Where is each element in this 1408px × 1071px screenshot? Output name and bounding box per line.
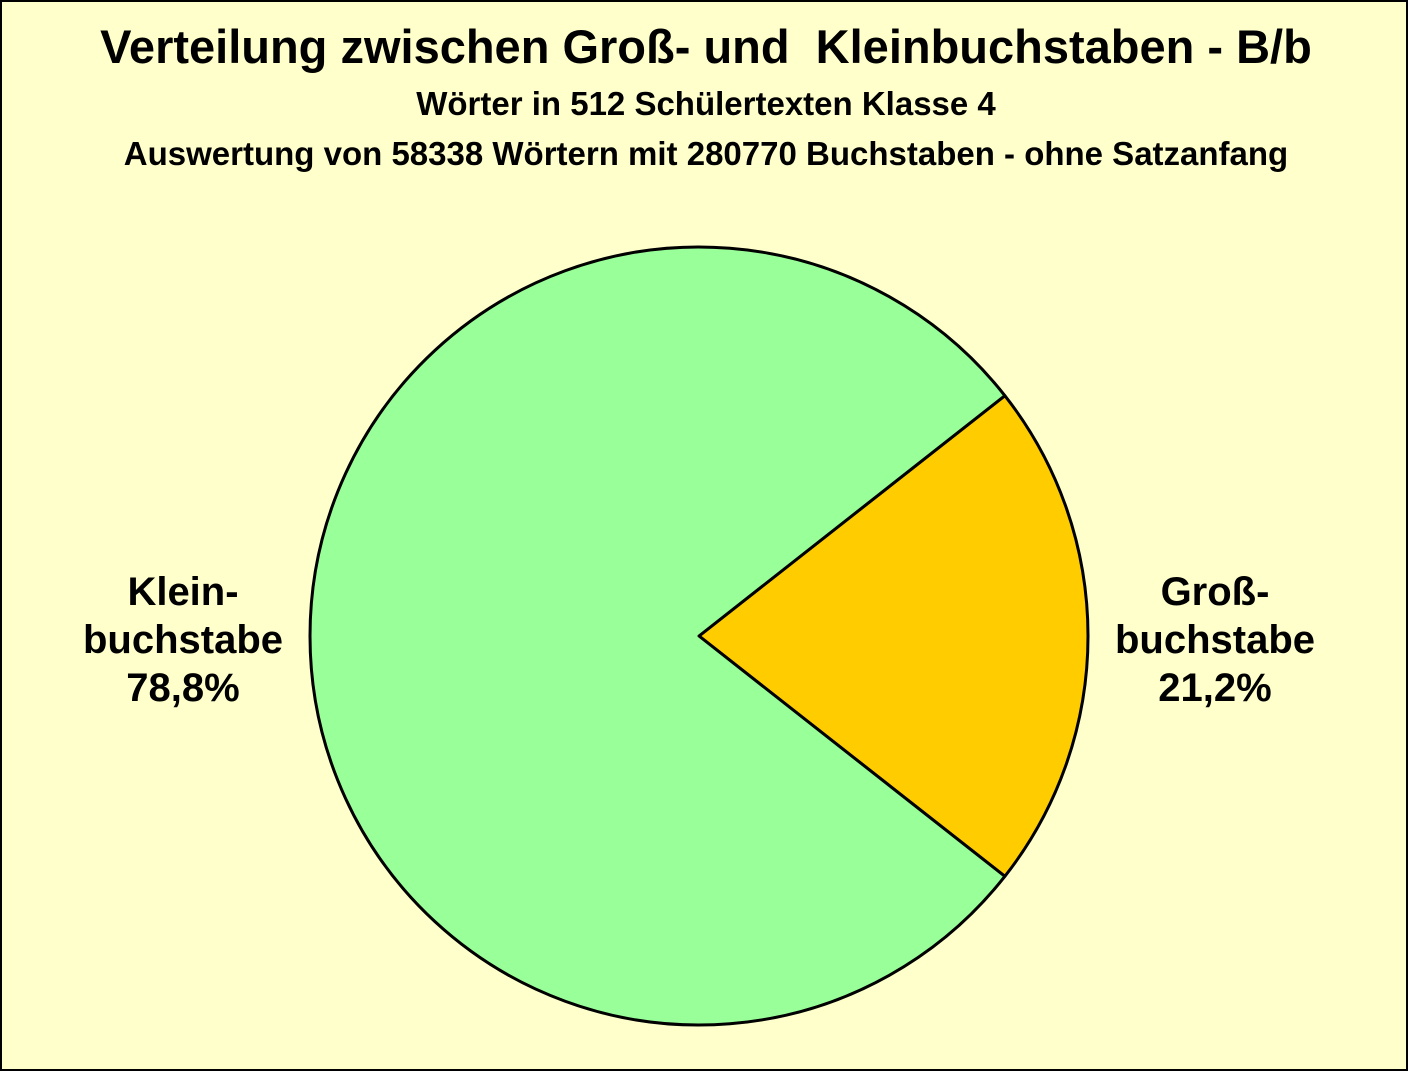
label-kleinbuchstabe-line1: Klein-: [127, 570, 239, 614]
label-kleinbuchstabe-value: 78,8%: [126, 666, 240, 710]
label-kleinbuchstabe: Klein- buchstabe 78,8%: [23, 568, 343, 712]
label-grossbuchstabe-line2: buchstabe: [1114, 618, 1316, 662]
chart-subtitle: Wörter in 512 Schülertexten Klasse 4: [416, 85, 996, 122]
chart-header: Verteilung zwischen Groß- und Kleinbuchs…: [2, 18, 1406, 176]
pie-slice-kleinbuchstabe: [308, 245, 1007, 1027]
label-grossbuchstabe-line1: Groß-: [1160, 570, 1270, 614]
label-kleinbuchstabe-line2: buchstabe: [82, 618, 284, 662]
label-grossbuchstabe: Groß- buchstabe 21,2%: [1055, 568, 1375, 712]
chart-title: Verteilung zwischen Groß- und Kleinbuchs…: [100, 20, 1312, 73]
label-grossbuchstabe-value: 21,2%: [1158, 666, 1272, 710]
pie-slice-grossbuchstabe: [697, 394, 1090, 878]
chart-note: Auswertung von 58338 Wörtern mit 280770 …: [123, 135, 1289, 172]
